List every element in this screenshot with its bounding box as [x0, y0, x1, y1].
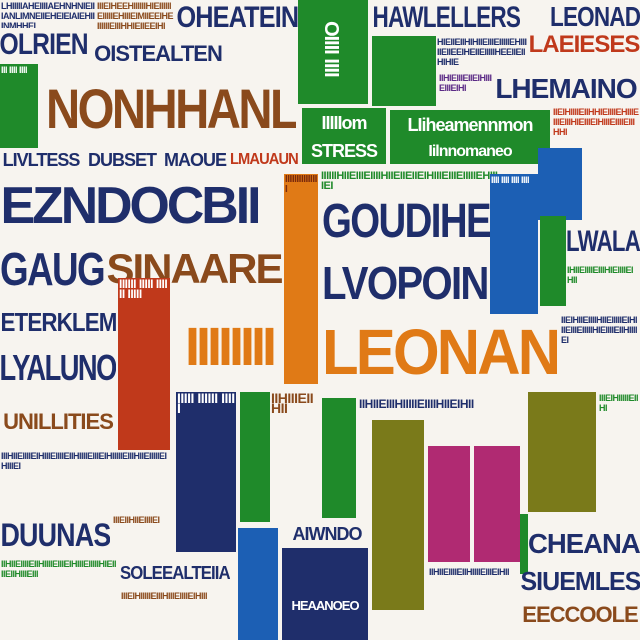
word-olrien: OLRIEN — [0, 28, 88, 61]
word-eterklem: ETERKLEM — [0, 307, 116, 337]
filler-green-vert-2 — [240, 392, 270, 522]
filler-olive-tall — [528, 392, 596, 512]
filler-bottom-left: IIHIIEIIIIEIIHIIIIEIIIEIHIIIEIIIIIHIEIII… — [1, 559, 117, 579]
filler-olive-vert — [372, 420, 424, 610]
filler-brown-block: IIHIIIEIIHII — [271, 392, 314, 416]
word-gaug: GAUG — [0, 243, 104, 295]
filler-blue-bottom — [238, 528, 278, 640]
filler-right-row2: IIEIHIIIIEIIHHIEIIIIEHIIIEIIIEIIIHIEIIIE… — [553, 107, 639, 137]
word-ezndocbi: EZNDOCBII — [0, 177, 258, 235]
word-green-right: LIiheamennmon — [390, 110, 550, 140]
filler-right-row6: IIIEIHIIIIIEIIHI — [599, 393, 639, 413]
word-aiwndo: AIWNDO — [292, 524, 363, 544]
word-lmalaun: LMAUAUN — [230, 151, 298, 168]
word-leonan: LEONAN — [322, 316, 558, 388]
filler-purple-vert: IIIII IIIIII IIIII — [176, 392, 236, 552]
word-lhemaino: LHEMAINO — [495, 73, 637, 104]
filler-green-right — [540, 216, 566, 306]
filler-magenta-vert-2 — [474, 446, 520, 562]
word-hawelleiers: HAWLELLERS — [372, 1, 520, 34]
word-orange-block: IIIIIIII — [184, 317, 277, 377]
filler-top-left: LHIIIIIAHEIIIIAEHNHNIEIIIANLIMNEIIEHEIEI… — [1, 1, 95, 28]
filler-left-row6: IIIHIIEIIIIEIHIIIEIIIIEIIHIIIIEIIIEIHIII… — [1, 451, 167, 471]
word-dubset: DUBSET — [87, 150, 157, 170]
filler-navy-strip — [538, 148, 582, 220]
word-cheana: CHEANA — [528, 528, 640, 559]
filler-navy-bottom — [282, 548, 368, 640]
filler-green-bar — [372, 36, 436, 106]
word-green-left2: STRESS — [302, 138, 386, 164]
filler-top-mid: HIEIIEIIHIHIIEIIIEIIIIIEHIIIIIEIIEEIHEII… — [437, 37, 527, 67]
filler-row3-mid: IIIIIIHIIEIIIEIIIIHIIEIIEIIEIHIIIEIIIEII… — [321, 170, 498, 192]
filler-blue-strip: IIII IIII IIII IIII — [490, 174, 538, 314]
word-goudihe: GOUDIHE — [322, 195, 490, 248]
word-unllities: UNILLITIES — [3, 409, 114, 434]
word-duwnas: DUUNAS — [0, 517, 110, 553]
filler-right-row5: IIEIHIIEIIIIHIIEIIIIIEIHIIIEIIIEIIIIIHIE… — [561, 315, 638, 345]
filler-top-left-2: IIIEIHEEHIIIIIIHIEIIIIIIEIIIIIEHIIIEIMII… — [97, 1, 174, 31]
word-maoue: MAOUE — [164, 150, 227, 170]
word-oistealten: OISTEALTEN — [94, 41, 223, 66]
filler-red-vert: IIIIII IIIII IIIIII IIIII — [118, 278, 170, 450]
word-lvopoin: LVOPOIN — [322, 257, 488, 309]
word-siuemles: SIUEMLES — [520, 566, 640, 596]
word-lwala: LWALA — [566, 225, 640, 258]
filler-bottom-mid: IIIEIHIIIIIEIIIHIIIEIIIIEIHIII — [121, 591, 208, 601]
filler-green-vert-3 — [322, 398, 356, 518]
filler-bottom-mid2: IIHIIEIIIIEIIHIIIIEIIIEIHII — [429, 567, 510, 577]
word-heaanoeo: HEAANOEO — [291, 597, 359, 613]
filler-orange-vert: IIIIIIIIIIIIIII — [284, 174, 318, 384]
word-green-left: IIIIIom — [302, 108, 386, 138]
word-leonad: LEONAD — [550, 1, 640, 32]
filler-left-green: III IIII IIII — [0, 64, 38, 148]
filler-mid-text: IIHIIEIIIHIIIIIEIIIIHIIEIHII — [359, 398, 474, 411]
word-lyaluno: LYALUNO — [0, 347, 116, 388]
word-lalerlin: LAEIESES — [528, 31, 640, 58]
word-nonhhanl: NONHHANL — [46, 77, 296, 140]
word-green-right2: Iilnnomaneo — [390, 140, 550, 164]
filler-magenta-vert — [428, 446, 470, 562]
word-eeecuoole: EECCOOLE — [522, 602, 638, 627]
filler-right-olive: IHIIEIIIIEIIIHIEIIIIEIHII — [567, 265, 634, 285]
filler-row2-right: IIHIEIIIEIIEIHIIIEIIIEIHI — [439, 73, 492, 93]
word-boleeateiia: SOLEEALTEIIA — [120, 563, 230, 583]
word-lvltess: LIVLTESS — [2, 150, 81, 170]
filler-left-row7: IIIEIIHIIEIIIIEI — [113, 515, 160, 525]
filler-right-row7 — [520, 514, 528, 574]
word-ohealtein: OHEATEIN — [176, 1, 298, 34]
word-green-tall: IIII IIIIO — [298, 0, 368, 104]
